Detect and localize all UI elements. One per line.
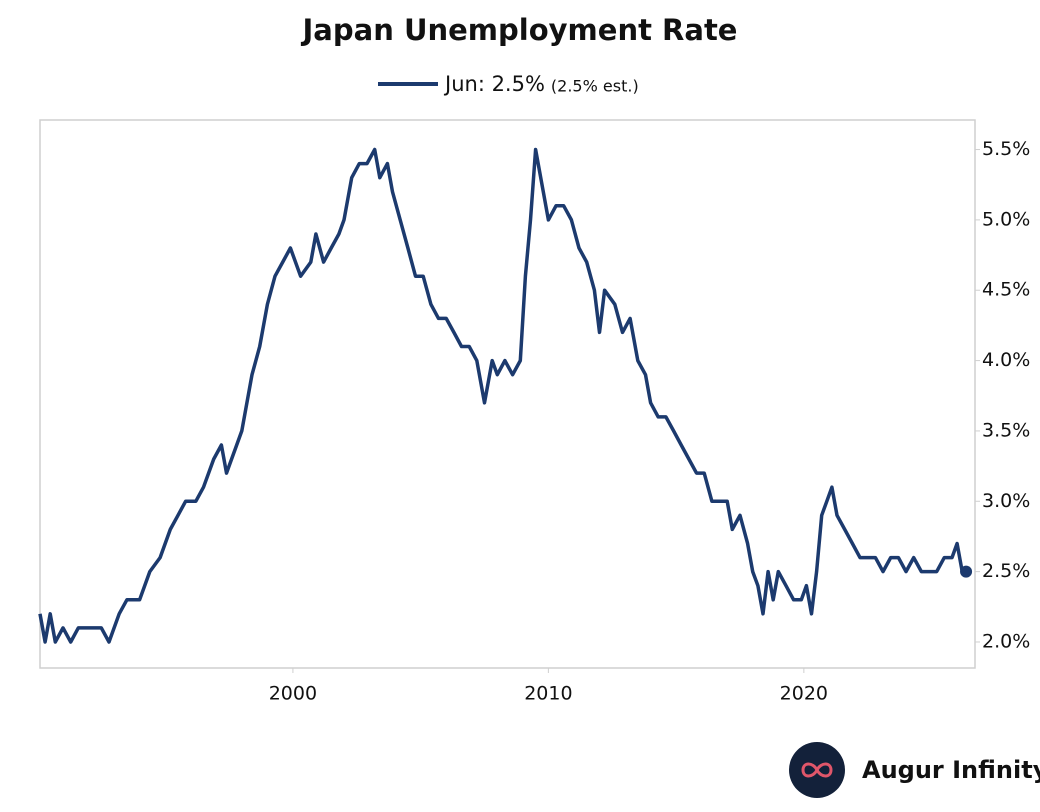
y-tick-label: 2.0% — [982, 630, 1030, 652]
brand-name: Augur Infinity — [862, 756, 1040, 784]
legend-label: Jun: 2.5% — [443, 72, 545, 96]
y-tick-label: 5.5% — [982, 138, 1030, 160]
y-tick-label: 4.0% — [982, 349, 1030, 371]
end-marker — [960, 565, 973, 578]
plot-frame — [39, 119, 976, 669]
y-tick-label: 3.0% — [982, 490, 1030, 512]
x-tick-label: 2010 — [524, 683, 572, 705]
y-tick-label: 4.5% — [982, 279, 1030, 301]
brand-icon — [801, 762, 833, 778]
x-tick-label: 2000 — [269, 683, 317, 705]
chart-title: Japan Unemployment Rate — [301, 13, 738, 47]
y-tick-label: 5.0% — [982, 208, 1030, 230]
line — [38, 147, 967, 644]
y-tick-label: 2.5% — [982, 560, 1030, 582]
y-tick-label: 3.5% — [982, 419, 1030, 441]
brand: Augur Infinity — [789, 742, 1040, 798]
legend-note: (2.5% est.) — [551, 77, 639, 96]
x-tick-label: 2020 — [780, 683, 828, 705]
